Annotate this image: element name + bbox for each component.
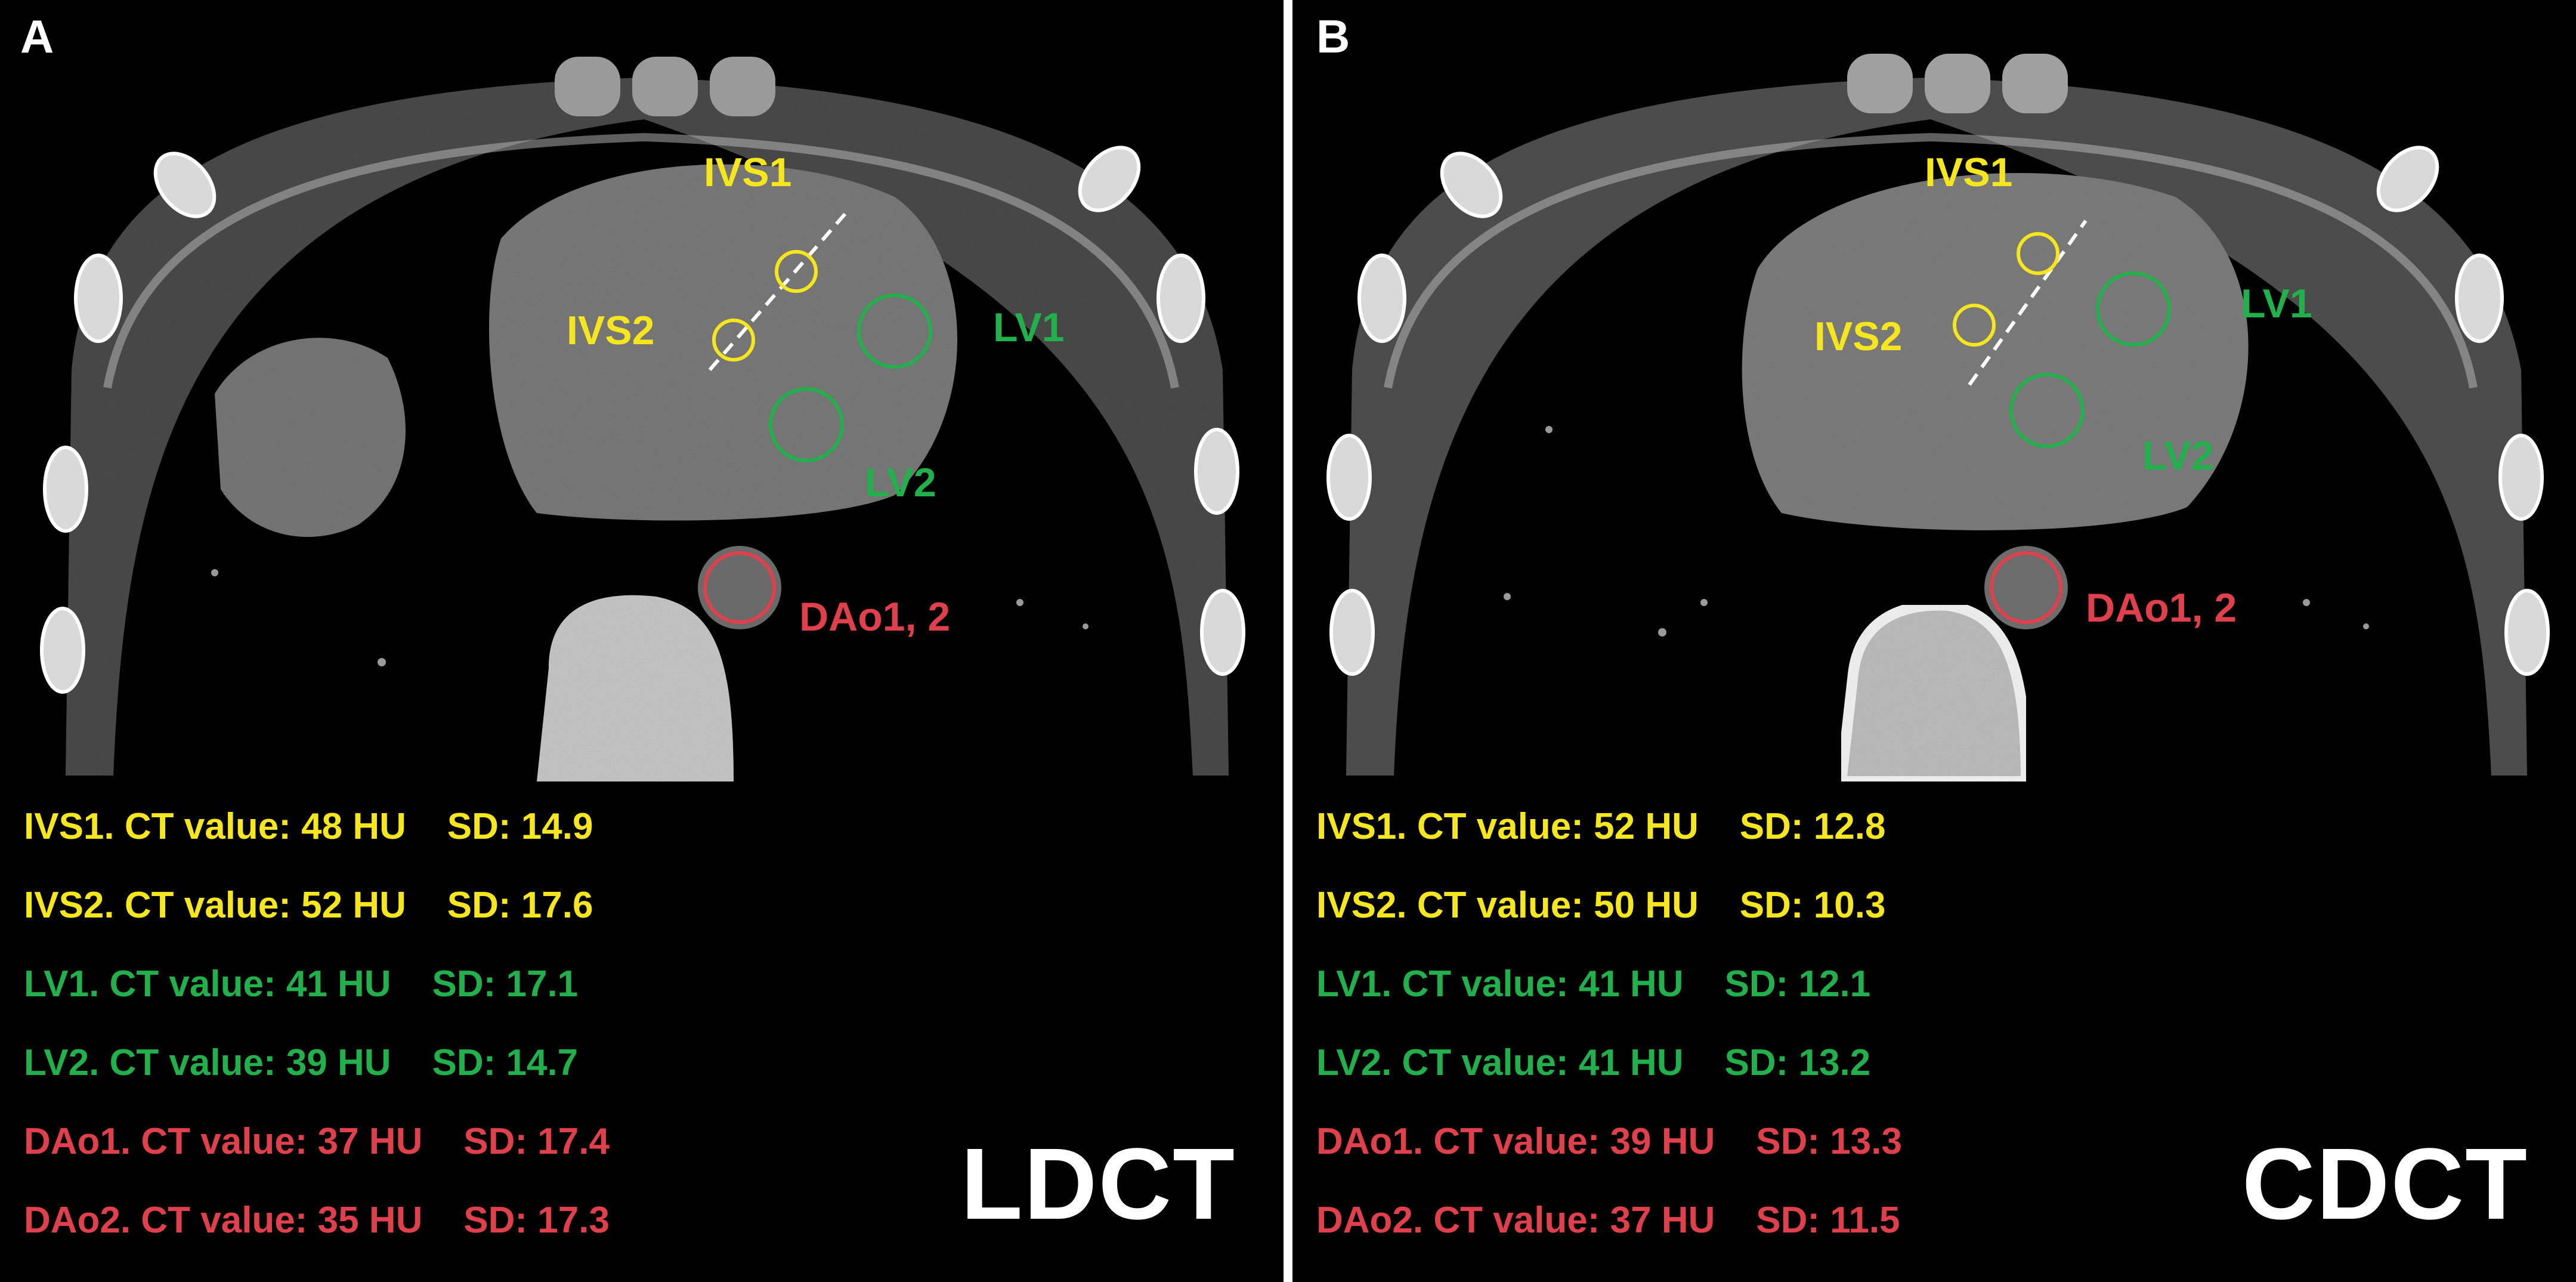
panel-letter: A	[20, 10, 54, 63]
stat-dao2: DAo2. CT value: 35 HU SD: 17.3	[24, 1200, 610, 1241]
stat-ivs1: IVS1. CT value: 48 HU SD: 14.9	[24, 806, 593, 847]
stats-list: IVS1. CT value: 48 HU SD: 14.9 IVS2. CT …	[24, 808, 610, 1281]
stat-dao1: DAo1. CT value: 39 HU SD: 13.3	[1316, 1121, 1902, 1162]
roi-dao	[703, 551, 776, 624]
roi-lv2	[2009, 373, 2085, 448]
panel-b: B IVS1 IVS2 LV1 LV2 DAo1, 2 IVS1. CT val…	[1292, 0, 2576, 1282]
lung-vessels	[211, 569, 1088, 666]
chest-wall	[1346, 78, 2527, 776]
label-lv1: LV1	[2241, 281, 2312, 326]
sternum	[1847, 54, 2068, 113]
label-ivs2: IVS2	[1814, 314, 1903, 359]
roi-ivs1	[775, 250, 818, 293]
roi-ivs2	[712, 319, 755, 362]
septum-line	[708, 211, 849, 371]
lung-vessels	[1504, 426, 2369, 637]
roi-ivs2	[1953, 304, 1996, 347]
stat-ivs2: IVS2. CT value: 50 HU SD: 10.3	[1316, 885, 1886, 926]
spine	[1835, 600, 2032, 781]
heart	[1742, 173, 2249, 530]
label-ivs1: IVS1	[704, 150, 792, 195]
panel-divider	[1284, 0, 1292, 1282]
stat-lv2: LV2. CT value: 39 HU SD: 14.7	[24, 1042, 579, 1083]
stat-lv1: LV1. CT value: 41 HU SD: 17.1	[24, 963, 579, 1005]
label-lv2: LV2	[2142, 433, 2214, 478]
stat-lv1: LV1. CT value: 41 HU SD: 12.1	[1316, 963, 1871, 1005]
stat-lv2: LV2. CT value: 41 HU SD: 13.2	[1316, 1042, 1871, 1083]
stat-dao2: DAo2. CT value: 37 HU SD: 11.5	[1316, 1200, 1900, 1241]
spine	[537, 595, 734, 781]
label-dao: DAo1, 2	[799, 594, 951, 640]
liver	[215, 338, 406, 537]
label-ivs2: IVS2	[567, 308, 655, 353]
roi-lv1	[2096, 271, 2171, 347]
descending-aorta	[1984, 546, 2068, 629]
ct-scan-image	[40, 57, 1245, 781]
label-lv1: LV1	[993, 305, 1065, 350]
sternum	[555, 57, 775, 116]
ribs	[40, 146, 1245, 694]
label-ivs1: IVS1	[1925, 150, 2013, 195]
roi-ivs1	[2017, 232, 2059, 275]
descending-aorta	[698, 546, 781, 629]
septum-line	[1968, 220, 2088, 386]
modality-label: CDCT	[2241, 1127, 2528, 1241]
roi-lv1	[857, 294, 932, 369]
ct-scan-image	[1326, 54, 2550, 781]
stat-ivs1: IVS1. CT value: 52 HU SD: 12.8	[1316, 806, 1886, 847]
roi-lv2	[769, 387, 844, 462]
stat-dao1: DAo1. CT value: 37 HU SD: 17.4	[24, 1121, 610, 1162]
ribs	[1326, 146, 2550, 676]
panel-letter: B	[1316, 10, 1350, 63]
label-lv2: LV2	[865, 460, 936, 505]
stats-list: IVS1. CT value: 52 HU SD: 12.8 IVS2. CT …	[1316, 808, 1902, 1281]
modality-label: LDCT	[960, 1127, 1236, 1241]
roi-dao	[1990, 551, 2062, 624]
panel-a: A IVS1 IVS2 LV1 LV2 DAo1, 2 IVS1. CT val…	[0, 0, 1284, 1282]
stat-ivs2: IVS2. CT value: 52 HU SD: 17.6	[24, 885, 593, 926]
label-dao: DAo1, 2	[2086, 585, 2237, 631]
